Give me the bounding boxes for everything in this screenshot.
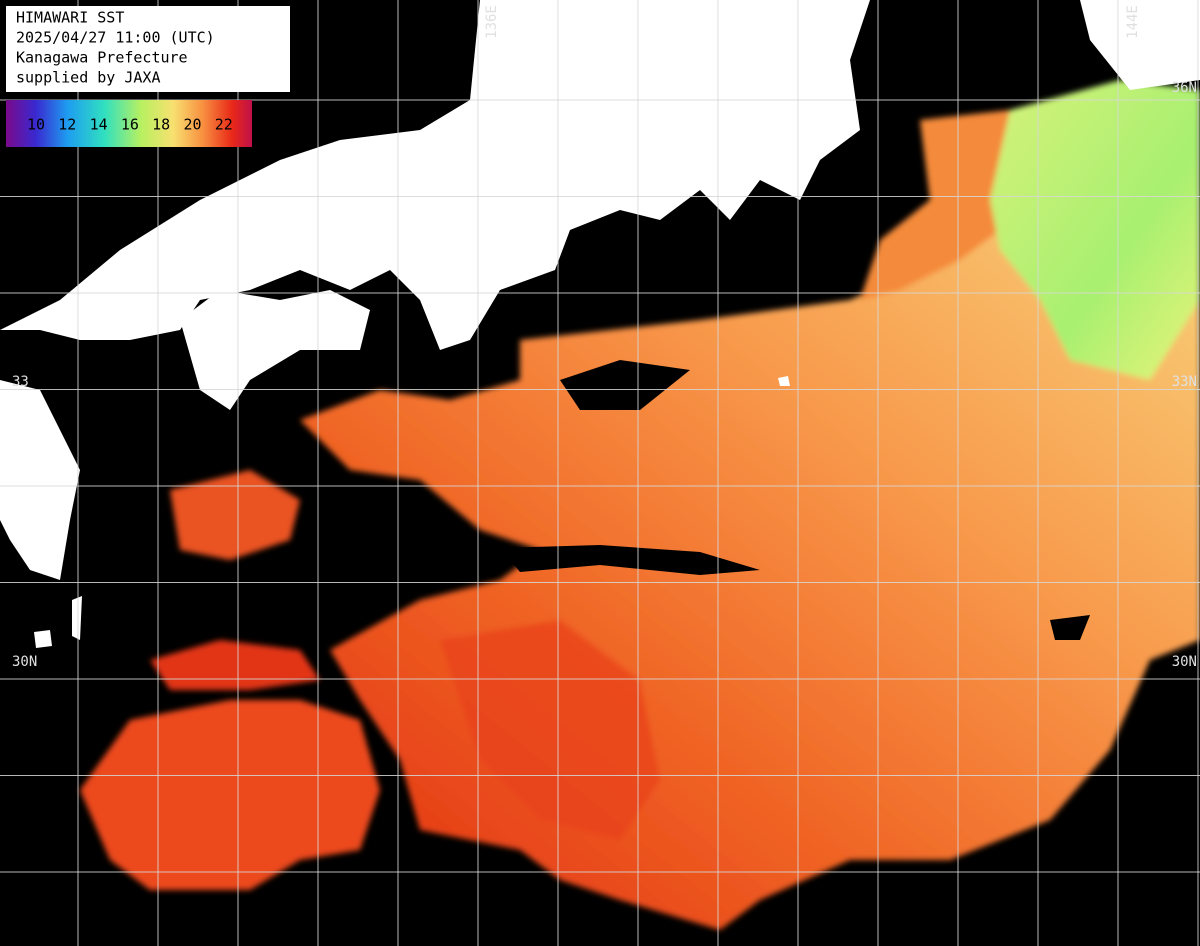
sea-surface: [80, 80, 1200, 930]
sea-region: [170, 470, 300, 560]
color-bar: [6, 100, 252, 147]
land: [0, 0, 1200, 648]
sea-region: [440, 620, 660, 840]
legend-label: 16: [121, 116, 139, 134]
header-line: supplied by JAXA: [16, 69, 161, 87]
island: [778, 376, 790, 386]
color-legend: 10 12 14 16 18 20 22: [6, 100, 252, 147]
lat-label: 33N: [1172, 374, 1197, 390]
lon-label: 144E: [1125, 5, 1141, 39]
kyushu: [0, 380, 80, 580]
lat-label: 30N: [12, 654, 37, 670]
kanto: [1080, 0, 1200, 90]
island: [72, 596, 82, 640]
legend-label: 18: [152, 116, 170, 134]
legend-label: 10: [27, 116, 45, 134]
cloud-gap: [500, 545, 760, 575]
sea-region: [150, 640, 320, 690]
lon-label: 136E: [484, 5, 500, 39]
sea-region: [80, 700, 380, 890]
legend-label: 20: [183, 116, 201, 134]
graticule-labels: 136E 144E 33 30N 36N 33N 30N: [12, 5, 1197, 670]
legend-label: 14: [90, 116, 108, 134]
cloud-gap: [560, 360, 690, 410]
header-line: 2025/04/27 11:00 (UTC): [16, 29, 215, 47]
legend-label: 22: [215, 116, 233, 134]
header: HIMAWARI SST 2025/04/27 11:00 (UTC) Kana…: [6, 6, 290, 92]
lat-label: 36N: [1172, 80, 1197, 96]
header-line: HIMAWARI SST: [16, 9, 124, 27]
header-box: [6, 6, 290, 92]
island: [34, 630, 52, 648]
sea-region: [860, 110, 1010, 300]
legend-label: 12: [58, 116, 76, 134]
honshu: [0, 0, 870, 350]
header-line: Kanagawa Prefecture: [16, 49, 188, 67]
cloud-gap: [1050, 615, 1090, 640]
shikoku: [180, 290, 370, 410]
lat-label: 33: [12, 374, 29, 390]
lat-label: 30N: [1172, 654, 1197, 670]
cool-water: [990, 80, 1200, 380]
